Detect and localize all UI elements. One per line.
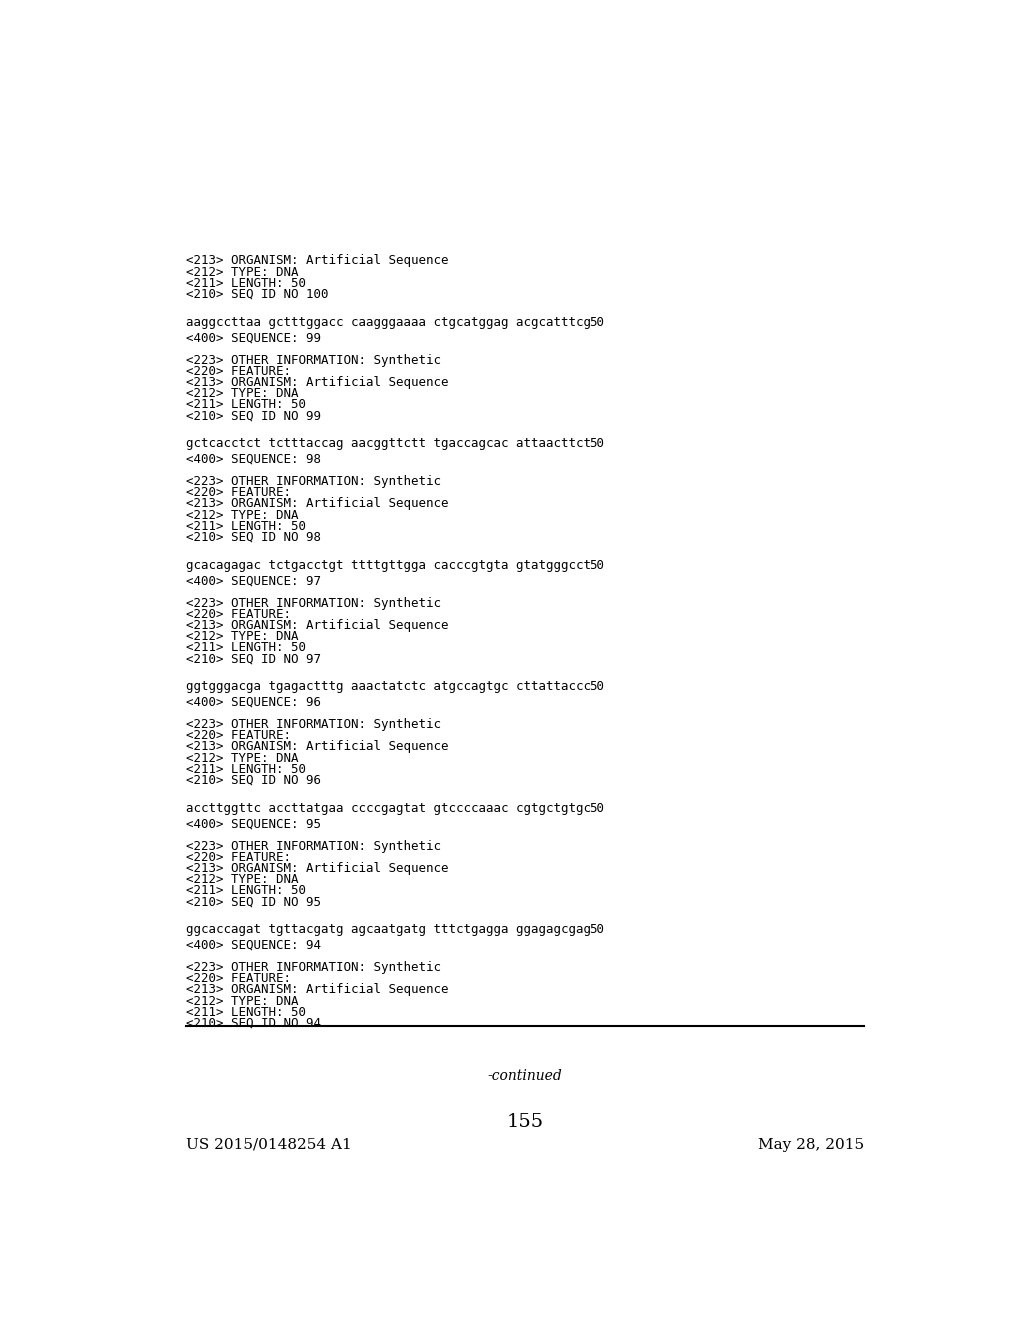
Text: <213> ORGANISM: Artificial Sequence: <213> ORGANISM: Artificial Sequence [186, 862, 449, 875]
Text: US 2015/0148254 A1: US 2015/0148254 A1 [186, 1138, 352, 1152]
Text: <220> FEATURE:: <220> FEATURE: [186, 607, 291, 620]
Text: <220> FEATURE:: <220> FEATURE: [186, 973, 291, 985]
Text: <210> SEQ ID NO 97: <210> SEQ ID NO 97 [186, 652, 322, 665]
Text: <213> ORGANISM: Artificial Sequence: <213> ORGANISM: Artificial Sequence [186, 983, 449, 997]
Text: May 28, 2015: May 28, 2015 [758, 1138, 864, 1152]
Text: 155: 155 [506, 1113, 544, 1131]
Text: <223> OTHER INFORMATION: Synthetic: <223> OTHER INFORMATION: Synthetic [186, 354, 441, 367]
Text: aaggccttaa gctttggacc caagggaaaa ctgcatggag acgcatttcg: aaggccttaa gctttggacc caagggaaaa ctgcatg… [186, 315, 591, 329]
Text: <220> FEATURE:: <220> FEATURE: [186, 729, 291, 742]
Text: <220> FEATURE:: <220> FEATURE: [186, 851, 291, 863]
Text: <220> FEATURE:: <220> FEATURE: [186, 486, 291, 499]
Text: <211> LENGTH: 50: <211> LENGTH: 50 [186, 399, 306, 412]
Text: <211> LENGTH: 50: <211> LENGTH: 50 [186, 884, 306, 898]
Text: <212> TYPE: DNA: <212> TYPE: DNA [186, 873, 299, 886]
Text: 50: 50 [589, 801, 604, 814]
Text: 50: 50 [589, 558, 604, 572]
Text: <213> ORGANISM: Artificial Sequence: <213> ORGANISM: Artificial Sequence [186, 376, 449, 389]
Text: ggcaccagat tgttacgatg agcaatgatg tttctgagga ggagagcgag: ggcaccagat tgttacgatg agcaatgatg tttctga… [186, 923, 591, 936]
Text: 50: 50 [589, 315, 604, 329]
Text: <210> SEQ ID NO 94: <210> SEQ ID NO 94 [186, 1016, 322, 1030]
Text: <213> ORGANISM: Artificial Sequence: <213> ORGANISM: Artificial Sequence [186, 498, 449, 511]
Text: <211> LENGTH: 50: <211> LENGTH: 50 [186, 642, 306, 655]
Text: <223> OTHER INFORMATION: Synthetic: <223> OTHER INFORMATION: Synthetic [186, 961, 441, 974]
Text: <223> OTHER INFORMATION: Synthetic: <223> OTHER INFORMATION: Synthetic [186, 718, 441, 731]
Text: <400> SEQUENCE: 96: <400> SEQUENCE: 96 [186, 696, 322, 709]
Text: <213> ORGANISM: Artificial Sequence: <213> ORGANISM: Artificial Sequence [186, 255, 449, 268]
Text: <211> LENGTH: 50: <211> LENGTH: 50 [186, 1006, 306, 1019]
Text: <213> ORGANISM: Artificial Sequence: <213> ORGANISM: Artificial Sequence [186, 741, 449, 754]
Text: <400> SEQUENCE: 95: <400> SEQUENCE: 95 [186, 817, 322, 830]
Text: gctcacctct tctttaccag aacggttctt tgaccagcac attaacttct: gctcacctct tctttaccag aacggttctt tgaccag… [186, 437, 591, 450]
Text: 50: 50 [589, 437, 604, 450]
Text: <223> OTHER INFORMATION: Synthetic: <223> OTHER INFORMATION: Synthetic [186, 597, 441, 610]
Text: accttggttc accttatgaa ccccgagtat gtccccaaac cgtgctgtgc: accttggttc accttatgaa ccccgagtat gtcccca… [186, 801, 591, 814]
Text: <212> TYPE: DNA: <212> TYPE: DNA [186, 751, 299, 764]
Text: -continued: -continued [487, 1069, 562, 1082]
Text: <210> SEQ ID NO 96: <210> SEQ ID NO 96 [186, 774, 322, 787]
Text: <212> TYPE: DNA: <212> TYPE: DNA [186, 265, 299, 279]
Text: 50: 50 [589, 923, 604, 936]
Text: <400> SEQUENCE: 97: <400> SEQUENCE: 97 [186, 574, 322, 587]
Text: 50: 50 [589, 680, 604, 693]
Text: <223> OTHER INFORMATION: Synthetic: <223> OTHER INFORMATION: Synthetic [186, 840, 441, 853]
Text: <213> ORGANISM: Artificial Sequence: <213> ORGANISM: Artificial Sequence [186, 619, 449, 632]
Text: <211> LENGTH: 50: <211> LENGTH: 50 [186, 277, 306, 290]
Text: <210> SEQ ID NO 98: <210> SEQ ID NO 98 [186, 531, 322, 544]
Text: <400> SEQUENCE: 98: <400> SEQUENCE: 98 [186, 453, 322, 466]
Text: <210> SEQ ID NO 100: <210> SEQ ID NO 100 [186, 288, 329, 301]
Text: <212> TYPE: DNA: <212> TYPE: DNA [186, 630, 299, 643]
Text: <212> TYPE: DNA: <212> TYPE: DNA [186, 995, 299, 1007]
Text: gcacagagac tctgacctgt ttttgttgga cacccgtgta gtatgggcct: gcacagagac tctgacctgt ttttgttgga cacccgt… [186, 558, 591, 572]
Text: <212> TYPE: DNA: <212> TYPE: DNA [186, 387, 299, 400]
Text: <211> LENGTH: 50: <211> LENGTH: 50 [186, 763, 306, 776]
Text: <220> FEATURE:: <220> FEATURE: [186, 364, 291, 378]
Text: ggtgggacga tgagactttg aaactatctc atgccagtgc cttattaccc: ggtgggacga tgagactttg aaactatctc atgccag… [186, 680, 591, 693]
Text: <211> LENGTH: 50: <211> LENGTH: 50 [186, 520, 306, 533]
Text: <212> TYPE: DNA: <212> TYPE: DNA [186, 508, 299, 521]
Text: <210> SEQ ID NO 95: <210> SEQ ID NO 95 [186, 895, 322, 908]
Text: <210> SEQ ID NO 99: <210> SEQ ID NO 99 [186, 409, 322, 422]
Text: <400> SEQUENCE: 99: <400> SEQUENCE: 99 [186, 331, 322, 345]
Text: <400> SEQUENCE: 94: <400> SEQUENCE: 94 [186, 939, 322, 952]
Text: <223> OTHER INFORMATION: Synthetic: <223> OTHER INFORMATION: Synthetic [186, 475, 441, 488]
